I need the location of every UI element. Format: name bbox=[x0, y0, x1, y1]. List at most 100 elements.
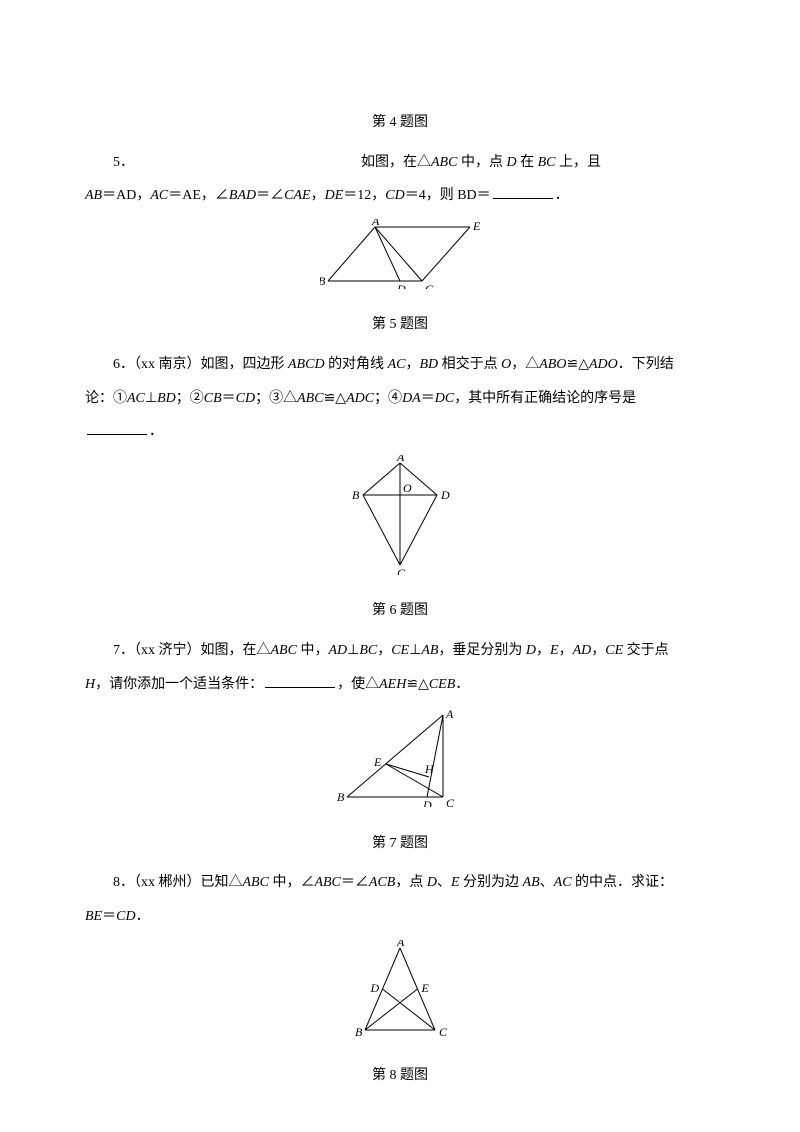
q7-d: D bbox=[526, 643, 536, 658]
q6-blank bbox=[87, 421, 147, 435]
q7-t3: ，垂足分别为 bbox=[438, 643, 526, 658]
q5-figure: AEBDC bbox=[85, 219, 715, 303]
svg-text:D: D bbox=[422, 798, 432, 807]
q6-bd2: BD bbox=[157, 391, 176, 406]
svg-text:E: E bbox=[373, 755, 382, 769]
q8-period: ． bbox=[136, 909, 150, 924]
svg-text:D: D bbox=[370, 981, 380, 995]
svg-text:C: C bbox=[397, 566, 406, 575]
q8-e: E bbox=[451, 875, 460, 890]
q6-t8: ；④ bbox=[374, 391, 402, 406]
svg-text:A: A bbox=[371, 219, 380, 228]
q7-t1: 中， bbox=[297, 643, 329, 658]
q5-period: ． bbox=[555, 188, 569, 203]
q5-blank bbox=[493, 185, 553, 199]
q7-p1: ⊥ bbox=[347, 643, 359, 658]
svg-text:C: C bbox=[425, 282, 434, 289]
q6-abc: ABC bbox=[297, 391, 323, 406]
q6-period: ． bbox=[149, 424, 163, 439]
q5-line2: AB＝AD，AC＝AE，∠BAD＝∠CAE，DE＝12，CD＝4，则 BD＝． bbox=[85, 179, 715, 213]
svg-text:B: B bbox=[355, 1025, 363, 1039]
svg-text:B: B bbox=[352, 488, 360, 502]
q6-adc: ADC bbox=[346, 391, 374, 406]
q6-caption: 第 6 题图 bbox=[85, 594, 715, 628]
q5-lead: 5． bbox=[113, 155, 134, 170]
q6-figure: A B D C O bbox=[85, 455, 715, 589]
q6-dc: DC bbox=[435, 391, 454, 406]
svg-text:A: A bbox=[396, 455, 405, 464]
q7-figure: ABDCEH bbox=[85, 707, 715, 821]
q8-lead: 8．（xx 郴州）已知△ bbox=[113, 875, 243, 890]
q7-t7: 交于点 bbox=[623, 643, 669, 658]
svg-text:A: A bbox=[396, 940, 405, 949]
q7-t9: ，使△ bbox=[337, 677, 379, 692]
q5-bc: BC bbox=[538, 155, 556, 170]
q5-t1: 如图，在△ bbox=[361, 155, 431, 170]
q7-t6: ， bbox=[591, 643, 605, 658]
q7-t2: ， bbox=[377, 643, 391, 658]
q7-t5: ， bbox=[559, 643, 573, 658]
q7-line2: H，请你添加一个适当条件： ，使△AEH≌△CEB． bbox=[85, 668, 715, 702]
q6-t6: ；② bbox=[176, 391, 204, 406]
q8-eq: ＝∠ bbox=[341, 875, 369, 890]
q7-ce: CE bbox=[391, 643, 409, 658]
q6-abo: ABO bbox=[539, 357, 566, 372]
q7-abc: ABC bbox=[271, 643, 297, 658]
q5-e5: ＝12， bbox=[343, 188, 385, 203]
q8-abc2: ABC bbox=[314, 875, 340, 890]
q6-line3: ． bbox=[85, 415, 715, 449]
q6-bd: BD bbox=[419, 357, 438, 372]
q5-bad: BAD bbox=[229, 188, 256, 203]
q6-ado: ADO bbox=[589, 357, 618, 372]
q8-figure: ABCDE bbox=[85, 940, 715, 1054]
q7-aeh: AEH bbox=[379, 677, 406, 692]
q7-p2: ⊥ bbox=[409, 643, 421, 658]
q8-be: BE bbox=[85, 909, 102, 924]
q8-t3: 、 bbox=[437, 875, 451, 890]
q7-caption: 第 7 题图 bbox=[85, 827, 715, 861]
q6-l2a: 论：① bbox=[85, 391, 127, 406]
svg-text:C: C bbox=[439, 1025, 448, 1039]
q7-ad: AD bbox=[328, 643, 347, 658]
svg-text:D: D bbox=[396, 282, 406, 289]
q6-o: O bbox=[501, 357, 511, 372]
q5-caption: 第 5 题图 bbox=[85, 308, 715, 342]
q7-lead: 7．（xx 济宁）如图，在△ bbox=[113, 643, 271, 658]
q5-cd: CD bbox=[385, 188, 404, 203]
q6-da: DA bbox=[402, 391, 421, 406]
q6-lead: 6．（xx 南京）如图，四边形 bbox=[113, 357, 288, 372]
q7-h: H bbox=[85, 677, 95, 692]
svg-text:D: D bbox=[440, 488, 450, 502]
svg-text:O: O bbox=[403, 481, 412, 495]
q5-t2: 中，点 bbox=[457, 155, 506, 170]
q8-line1: 8．（xx 郴州）已知△ABC 中，∠ABC＝∠ACB，点 D、E 分别为边 A… bbox=[85, 866, 715, 900]
q6-eq2: ＝ bbox=[421, 391, 435, 406]
q6-perp: ⊥ bbox=[145, 391, 157, 406]
q7-cong: ≌△ bbox=[406, 677, 429, 692]
q7-period: ． bbox=[455, 677, 469, 692]
q8-t6: 的中点．求证： bbox=[572, 875, 674, 890]
q6-t9: ，其中所有正确结论的序号是 bbox=[454, 391, 636, 406]
q8-abc: ABC bbox=[243, 875, 269, 890]
q8-t5: 、 bbox=[540, 875, 554, 890]
q8-caption: 第 8 题图 bbox=[85, 1059, 715, 1093]
q7-t8: ，请你添加一个适当条件： bbox=[95, 677, 263, 692]
svg-text:C: C bbox=[446, 796, 455, 807]
q6-cd: CD bbox=[236, 391, 255, 406]
q7-bc: BC bbox=[359, 643, 377, 658]
svg-text:B: B bbox=[320, 274, 326, 288]
q6-t5: ．下列结 bbox=[618, 357, 674, 372]
q6-cong: ≌△ bbox=[566, 357, 589, 372]
q5-t3: 在 bbox=[517, 155, 538, 170]
q6-eq: ＝ bbox=[222, 391, 236, 406]
q7-blank bbox=[265, 674, 335, 688]
q8-acb: ACB bbox=[369, 875, 395, 890]
q5-cae: CAE bbox=[284, 188, 310, 203]
q6-t2: ， bbox=[405, 357, 419, 372]
q8-ac: AC bbox=[554, 875, 572, 890]
q6-cong2: ≌△ bbox=[324, 391, 347, 406]
q5-e1: ＝AD， bbox=[102, 188, 150, 203]
q8-d: D bbox=[427, 875, 437, 890]
q8-line2: BE＝CD． bbox=[85, 900, 715, 934]
q7-ceb: CEB bbox=[429, 677, 455, 692]
